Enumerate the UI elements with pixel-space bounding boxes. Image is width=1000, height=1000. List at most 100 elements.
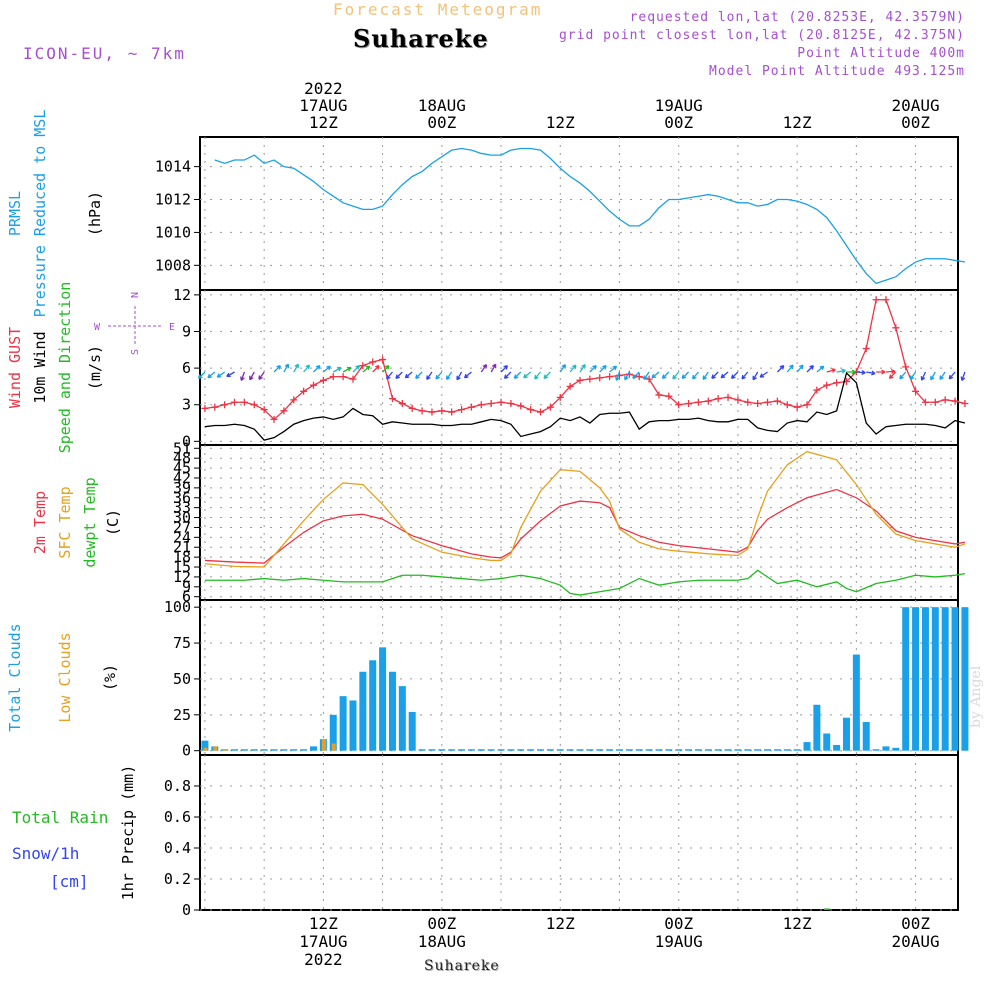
gust-marker (339, 373, 347, 381)
grid-point-coordinates: grid point closest lon,lat (20.8125E, 42… (558, 28, 965, 43)
total-clouds-bar (408, 711, 416, 751)
wind-direction-arrow (226, 371, 235, 378)
temperature-ytick-label: 18 (173, 548, 191, 566)
gust-marker (517, 402, 525, 410)
total-clouds-bar (724, 749, 732, 751)
temperature-ytick-label: 21 (173, 538, 191, 556)
wind-direction-arrow (752, 371, 759, 381)
clouds-axis-label: Total Clouds (6, 623, 24, 731)
wind-direction-arrow (293, 363, 299, 373)
temperature-ytick-label: 36 (173, 489, 191, 507)
temperature-axis-label: SFC Temp (56, 486, 74, 558)
compass-w: W (94, 322, 101, 333)
total-clouds-bar (615, 749, 623, 751)
total-clouds-bar (931, 607, 939, 751)
gust-marker (477, 401, 485, 409)
gust-marker (438, 407, 446, 415)
gust-marker (201, 404, 209, 412)
total-clouds-bar (773, 749, 781, 751)
top-time-label: 19AUG (655, 96, 703, 115)
gust-marker (379, 356, 387, 364)
total-clouds-bar (201, 740, 209, 751)
total-clouds-bar (941, 607, 949, 751)
gust-marker (359, 362, 367, 370)
total-clouds-bar (270, 749, 278, 751)
wind-direction-arrow (283, 363, 290, 373)
gust-marker (714, 395, 722, 403)
total-clouds-bar (675, 749, 683, 751)
wind-frame (199, 289, 959, 446)
wind-direction-arrow (352, 365, 360, 373)
wind-direction-arrow (543, 371, 551, 379)
gust-marker (734, 396, 742, 404)
bottom-time-label: 00Z (427, 914, 456, 933)
total-clouds-bar (566, 749, 574, 751)
wind-direction-arrow (332, 366, 342, 373)
total-clouds-bar (240, 749, 248, 751)
precip-legend-label: Total Rain (12, 808, 108, 827)
low-clouds-bar (213, 746, 218, 751)
wind-direction-arrow (513, 371, 522, 379)
total-clouds-bar (754, 749, 762, 751)
total-clouds-bar (349, 700, 357, 751)
temperature-frame (199, 444, 959, 601)
wind-direction-arrow (836, 368, 846, 374)
wind-direction-arrow (661, 371, 670, 379)
precip-ytick-label: 0.4 (164, 839, 191, 857)
wind-direction-arrow (435, 371, 443, 380)
point-altitude: Point Altitude 400m (797, 46, 965, 61)
total-clouds-bar (685, 749, 693, 751)
temperature-ytick-label: 12 (173, 568, 191, 586)
gust-marker (270, 415, 278, 423)
bottom-time-label: 12Z (309, 914, 338, 933)
wind-axis-label: (m/s) (86, 345, 104, 390)
sfc-temp-line (204, 450, 966, 568)
total-clouds-bar (388, 671, 396, 751)
gust-marker (329, 373, 337, 381)
total-clouds-bar (921, 607, 929, 751)
clouds-ytick-label: 50 (173, 670, 191, 688)
precip-legend-label: Snow/1h (12, 844, 79, 863)
top-time-label: 18AUG (418, 96, 466, 115)
temperature-ytick-label: 9 (182, 578, 191, 596)
temperature-ytick-label: 6 (182, 588, 191, 606)
gust-marker (527, 406, 535, 414)
wind-ytick-label: 0 (182, 432, 191, 450)
pressure-axis-label: (hPa) (86, 191, 104, 236)
wind-direction-arrow (589, 365, 597, 373)
gust-marker (507, 400, 515, 408)
total-clouds-bar (606, 749, 614, 751)
wind-direction-arrow (463, 371, 472, 379)
bottom-time-label: 2022 (304, 950, 343, 969)
wind-gust-line (204, 299, 966, 421)
total-clouds-bar (260, 749, 268, 751)
total-clouds-bar (655, 749, 663, 751)
gust-marker (458, 406, 466, 414)
temperature-ytick-label: 42 (173, 469, 191, 487)
temperature-ytick-label: 39 (173, 479, 191, 497)
gust-marker (704, 397, 712, 405)
bottom-time-label: 17AUG (299, 932, 347, 951)
wind-direction-arrow (681, 371, 690, 379)
total-clouds-bar (694, 749, 702, 751)
gust-marker (428, 408, 436, 416)
gust-marker (813, 386, 821, 394)
wind-ytick-label: 9 (182, 322, 191, 340)
wind-direction-arrow (909, 371, 917, 380)
gust-marker (625, 370, 633, 378)
pressure-axis-label: Pressure Reduced to MSL (31, 110, 49, 318)
low-clouds-bar (321, 739, 326, 751)
total-clouds-bar (369, 660, 377, 751)
wind-direction-arrow (711, 371, 719, 379)
wind-direction-arrow (534, 371, 542, 380)
wind-direction-arrow (885, 369, 896, 374)
gust-marker (467, 403, 475, 411)
total-clouds-bar (497, 749, 505, 751)
total-clouds-bar (803, 742, 811, 751)
wind-direction-arrow (741, 371, 749, 380)
wind-direction-arrow (876, 369, 886, 375)
model-name: ICON-EU, ~ 7km (23, 44, 186, 63)
gust-marker (675, 401, 683, 409)
wind-direction-arrow (888, 371, 897, 379)
gust-marker (398, 400, 406, 408)
